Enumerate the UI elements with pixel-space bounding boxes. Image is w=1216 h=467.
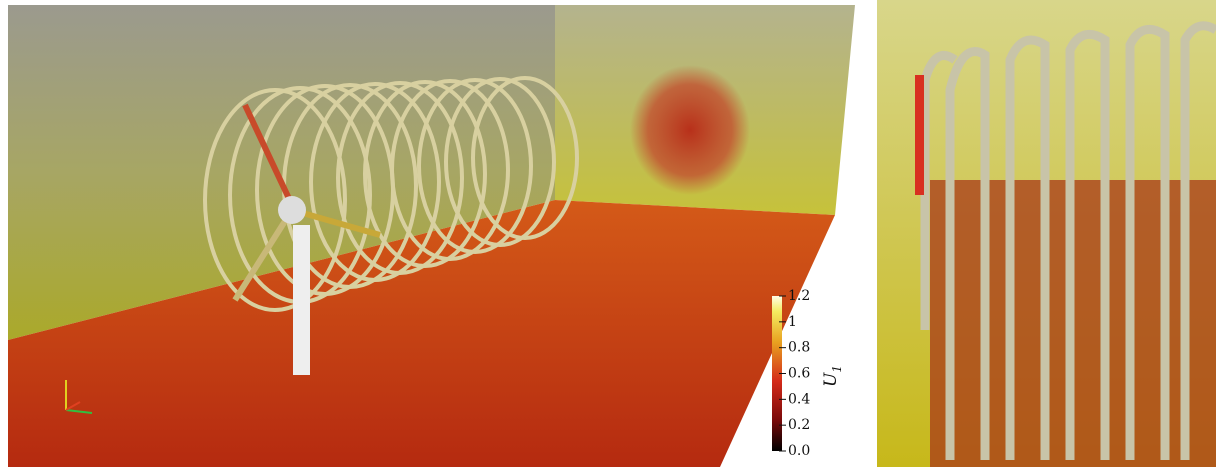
hub bbox=[278, 196, 306, 224]
tower bbox=[293, 225, 310, 375]
colorbar-title-subscript: 1 bbox=[830, 365, 844, 373]
left-panel bbox=[8, 5, 855, 467]
colorbar-title-text: U bbox=[821, 372, 841, 387]
colorbar-tick-label: 0.2 bbox=[788, 417, 810, 433]
colorbar-tick-label: 0.8 bbox=[788, 340, 810, 356]
colorbar-tick-label: 0.4 bbox=[788, 391, 810, 407]
colorbar-tick-label: 1 bbox=[788, 314, 797, 330]
colorbar-tick-label: 0.6 bbox=[788, 366, 810, 382]
visualization: U1 0.00.20.40.60.811.2 bbox=[0, 0, 1216, 467]
right-panel bbox=[877, 0, 1216, 467]
colorbar-tick-label: 0.0 bbox=[788, 443, 810, 459]
colorbar-title: U1 bbox=[821, 365, 844, 387]
wake-cloud bbox=[630, 65, 750, 195]
colorbar-tick-label: 1.2 bbox=[788, 288, 810, 304]
